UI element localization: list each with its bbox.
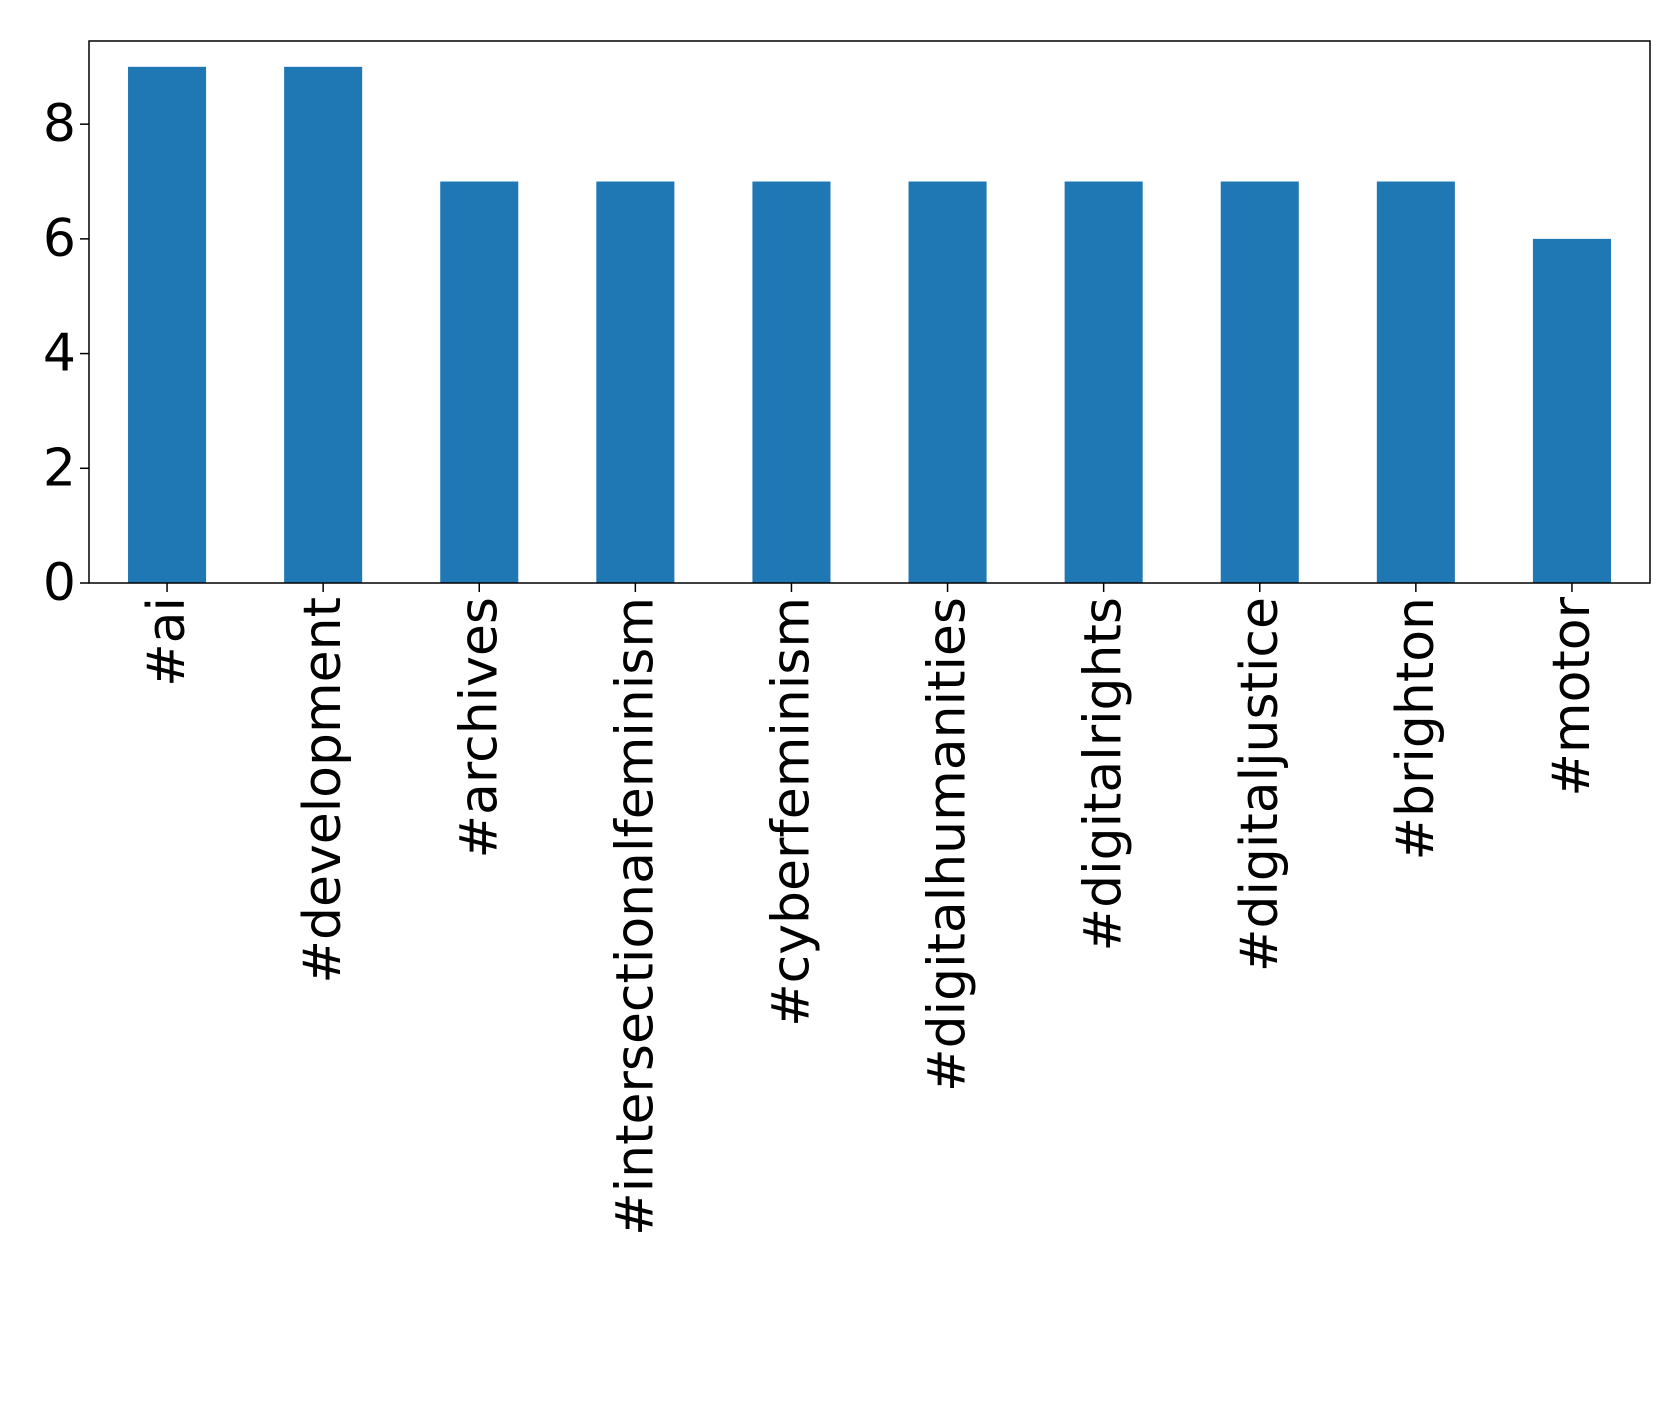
x-tick-label: #digitaljustice: [1230, 597, 1290, 972]
bar-intersectionalfeminism: [596, 181, 675, 583]
y-tick-label: 0: [43, 553, 76, 613]
y-tick-label: 2: [43, 438, 76, 498]
bar-ai: [128, 66, 207, 584]
x-tick-label: #intersectionalfeminism: [605, 597, 665, 1236]
bar-development: [284, 66, 363, 584]
x-tick-label: #digitalrights: [1074, 597, 1134, 951]
x-tick-label: #ai: [137, 597, 197, 687]
y-tick-label: 8: [43, 94, 76, 154]
x-tick-label: #archives: [449, 597, 509, 859]
bar-archives: [440, 181, 519, 583]
bar-cyberfeminism: [752, 181, 831, 583]
bar-digitalhumanities: [908, 181, 987, 583]
y-axis: 0 2 4 6 8: [43, 94, 89, 613]
bar-digitaljustice: [1220, 181, 1299, 583]
x-tick-label: #motor: [1542, 596, 1602, 796]
y-tick-label: 4: [43, 324, 76, 384]
x-tick-label: #brighton: [1386, 597, 1446, 861]
y-tick-label: 6: [43, 209, 76, 269]
plot-frame: [88, 40, 1651, 584]
bar-brighton: [1376, 181, 1455, 583]
bars-layer: [128, 66, 1611, 584]
x-axis: #ai #development #archives #intersectionalf…: [137, 583, 1602, 1236]
x-tick-label: #cyberfeminism: [761, 597, 821, 1027]
bar-motor: [1532, 238, 1611, 583]
bar-digitalrights: [1064, 181, 1143, 583]
x-tick-label: #digitalhumanities: [918, 597, 978, 1092]
x-tick-label: #development: [293, 597, 353, 984]
